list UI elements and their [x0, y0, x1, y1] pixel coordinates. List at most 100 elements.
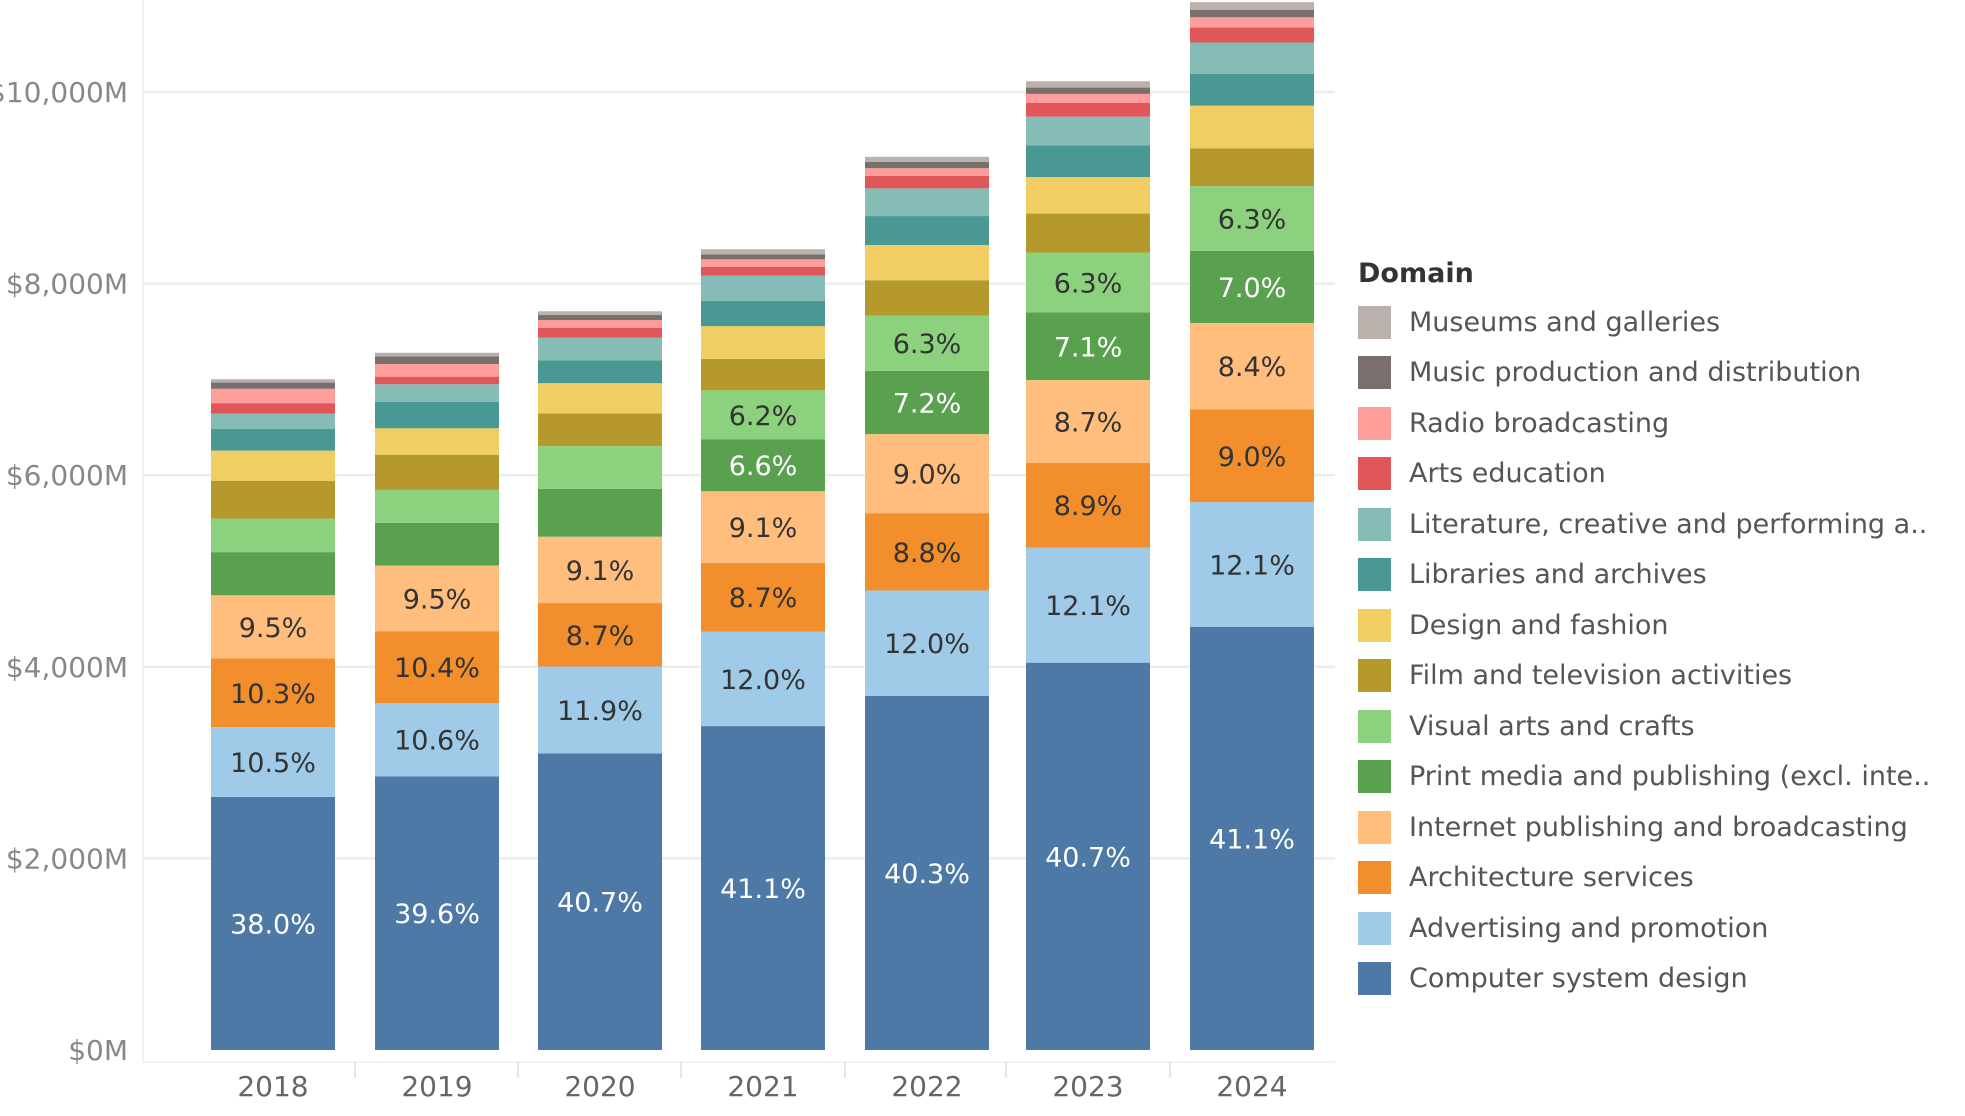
legend-label: Visual arts and crafts — [1409, 710, 1695, 742]
bar-segment — [211, 382, 335, 389]
bar-segment — [538, 327, 662, 338]
bar-segment — [1026, 312, 1150, 381]
legend-item[interactable]: Architecture services — [1358, 853, 1930, 904]
data-label: 8.7% — [566, 621, 635, 652]
data-label: 40.7% — [557, 888, 643, 919]
legend-item[interactable]: Print media and publishing (excl. inte.. — [1358, 752, 1930, 803]
bar-segment — [1190, 322, 1314, 410]
bar-segment — [538, 315, 662, 321]
bar-segment — [701, 275, 825, 301]
legend-item[interactable]: Literature, creative and performing a.. — [1358, 499, 1930, 550]
data-label: 8.4% — [1218, 352, 1287, 383]
legend-swatch — [1358, 911, 1391, 945]
bar-segment — [375, 401, 499, 429]
bar-segment — [211, 796, 335, 1050]
data-label: 40.3% — [884, 859, 970, 890]
legend-title: Domain — [1358, 258, 1474, 289]
bar-segment — [538, 488, 662, 537]
bar-segment — [1190, 17, 1314, 28]
bar-segment — [1190, 9, 1314, 18]
legend-item[interactable]: Film and television activities — [1358, 651, 1930, 702]
bar-segment — [1190, 148, 1314, 187]
legend-label: Arts education — [1409, 458, 1606, 490]
bar-segment — [701, 631, 825, 727]
bar-segment — [375, 631, 499, 704]
legend-swatch — [1358, 507, 1391, 541]
bar-segment — [1190, 42, 1314, 74]
data-label: 11.9% — [557, 696, 643, 727]
legend-swatch — [1358, 709, 1391, 743]
bar-segment — [1190, 186, 1314, 251]
bar-segment — [375, 522, 499, 566]
bar-segment — [375, 356, 499, 365]
data-label: 6.3% — [1054, 269, 1123, 300]
bar-segment — [865, 161, 989, 169]
x-tick-label: 2021 — [727, 1070, 798, 1103]
bar-segment — [538, 446, 662, 489]
legend-swatch — [1358, 558, 1391, 592]
data-label: 12.0% — [884, 629, 970, 660]
x-tick-label: 2018 — [237, 1070, 308, 1103]
bar-segment — [375, 776, 499, 1050]
legend-item[interactable]: Radio broadcasting — [1358, 398, 1930, 449]
data-label: 9.1% — [729, 513, 798, 544]
bar-segment — [1190, 27, 1314, 43]
bar-segment — [865, 175, 989, 189]
data-label: 10.4% — [394, 653, 480, 684]
data-label: 8.7% — [729, 583, 798, 614]
bar-segment — [1190, 2, 1314, 10]
legend-item[interactable]: Visual arts and crafts — [1358, 701, 1930, 752]
legend-swatch — [1358, 356, 1391, 390]
bar-segment — [701, 249, 825, 255]
legend-item[interactable]: Museums and galleries — [1358, 297, 1930, 348]
bar-segment — [1026, 547, 1150, 663]
legend-item[interactable]: Design and fashion — [1358, 600, 1930, 651]
bar-segment — [211, 388, 335, 404]
bar-segment — [375, 489, 499, 523]
bar-segment — [211, 379, 335, 383]
bar-segment — [865, 695, 989, 1050]
bar-segment — [375, 454, 499, 490]
bar-segment — [1026, 93, 1150, 103]
bar-segment — [1190, 409, 1314, 503]
bar-segment — [701, 491, 825, 563]
bar-segment — [375, 376, 499, 385]
legend-item[interactable]: Internet publishing and broadcasting — [1358, 802, 1930, 853]
legend-item[interactable]: Libraries and archives — [1358, 550, 1930, 601]
data-label: 7.1% — [1054, 332, 1123, 363]
bar-segment — [538, 753, 662, 1050]
bar-segment — [1026, 102, 1150, 117]
bar-segment — [1190, 626, 1314, 1050]
bar-segment — [211, 658, 335, 728]
legend-item[interactable]: Computer system design — [1358, 954, 1930, 1005]
bar-segment — [375, 565, 499, 632]
legend-swatch — [1358, 608, 1391, 642]
data-label: 9.5% — [239, 613, 308, 644]
legend-swatch — [1358, 962, 1391, 996]
bar-segment — [538, 360, 662, 384]
x-tick-label: 2019 — [401, 1070, 472, 1103]
bar-segment — [701, 266, 825, 276]
x-tick-label: 2022 — [891, 1070, 962, 1103]
bar-segment — [1026, 380, 1150, 463]
legend-label: Print media and publishing (excl. inte.. — [1409, 761, 1931, 793]
legend-item[interactable]: Music production and distribution — [1358, 348, 1930, 399]
data-label: 8.7% — [1054, 407, 1123, 438]
data-label: 7.2% — [893, 388, 962, 419]
legend-item[interactable]: Arts education — [1358, 449, 1930, 500]
bar-segment — [1026, 252, 1150, 313]
data-label: 41.1% — [1209, 824, 1295, 855]
x-tick-label: 2023 — [1052, 1070, 1123, 1103]
bar-segment — [538, 413, 662, 447]
legend-item[interactable]: Advertising and promotion — [1358, 903, 1930, 954]
legend-label: Radio broadcasting — [1409, 407, 1670, 439]
legend-swatch — [1358, 810, 1391, 844]
y-tick-label: $4,000M — [6, 651, 128, 684]
bar-segment — [538, 337, 662, 361]
bar-segment — [1190, 73, 1314, 106]
bar-segment — [701, 358, 825, 391]
bar-segment — [701, 254, 825, 260]
bar-segment — [701, 390, 825, 440]
bar-segment — [538, 383, 662, 414]
bar-segment — [211, 595, 335, 659]
